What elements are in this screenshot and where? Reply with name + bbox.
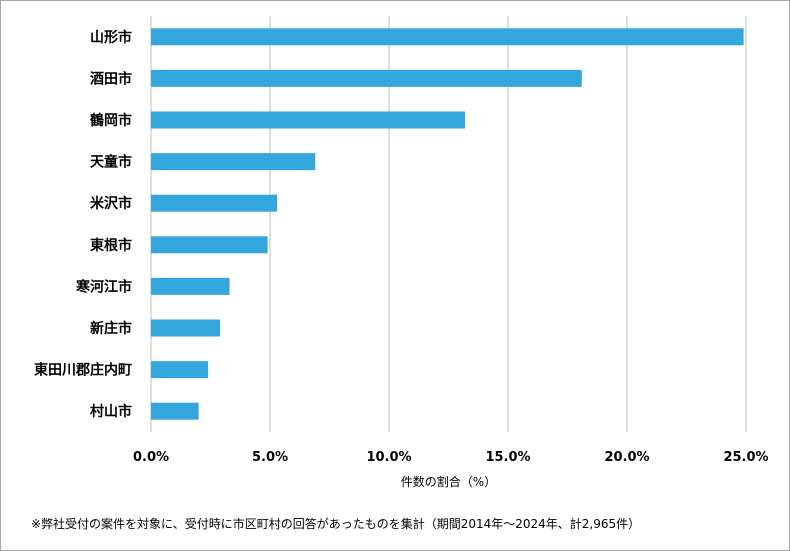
bar — [151, 69, 582, 87]
x-tick-labels: 0.0% 5.0% 10.0% 15.0% 20.0% 25.0% — [133, 450, 769, 465]
x-tick-label: 15.0% — [485, 450, 530, 465]
x-tick-label: 0.0% — [133, 450, 169, 465]
category-label: 東田川郡庄内町 — [34, 362, 132, 379]
bar — [151, 236, 268, 254]
category-label: 村山市 — [90, 403, 132, 420]
x-axis-title: 件数の割合（%） — [401, 474, 496, 489]
category-label: 米沢市 — [90, 195, 132, 212]
category-label: 天童市 — [90, 154, 132, 171]
bar — [151, 277, 230, 295]
category-label: 酒田市 — [90, 70, 132, 87]
x-tick-label: 25.0% — [723, 450, 768, 465]
bar — [151, 153, 316, 171]
category-label: 寒河江市 — [76, 278, 132, 295]
bar — [151, 194, 278, 212]
category-label: 新庄市 — [90, 320, 132, 337]
bar — [151, 319, 221, 337]
bar — [151, 402, 199, 420]
category-label: 鶴岡市 — [90, 112, 132, 129]
bars — [151, 28, 744, 420]
x-tick-label: 10.0% — [366, 450, 411, 465]
category-label: 山形市 — [90, 29, 132, 46]
bar — [151, 111, 466, 129]
x-tick-label: 5.0% — [252, 450, 288, 465]
footnote: ※弊社受付の案件を対象に、受付時に市区町村の回答があったものを集計（期間2014… — [31, 517, 641, 531]
x-tick-label: 20.0% — [604, 450, 649, 465]
bar — [151, 361, 209, 379]
bar — [151, 28, 744, 46]
category-label: 東根市 — [90, 237, 132, 254]
